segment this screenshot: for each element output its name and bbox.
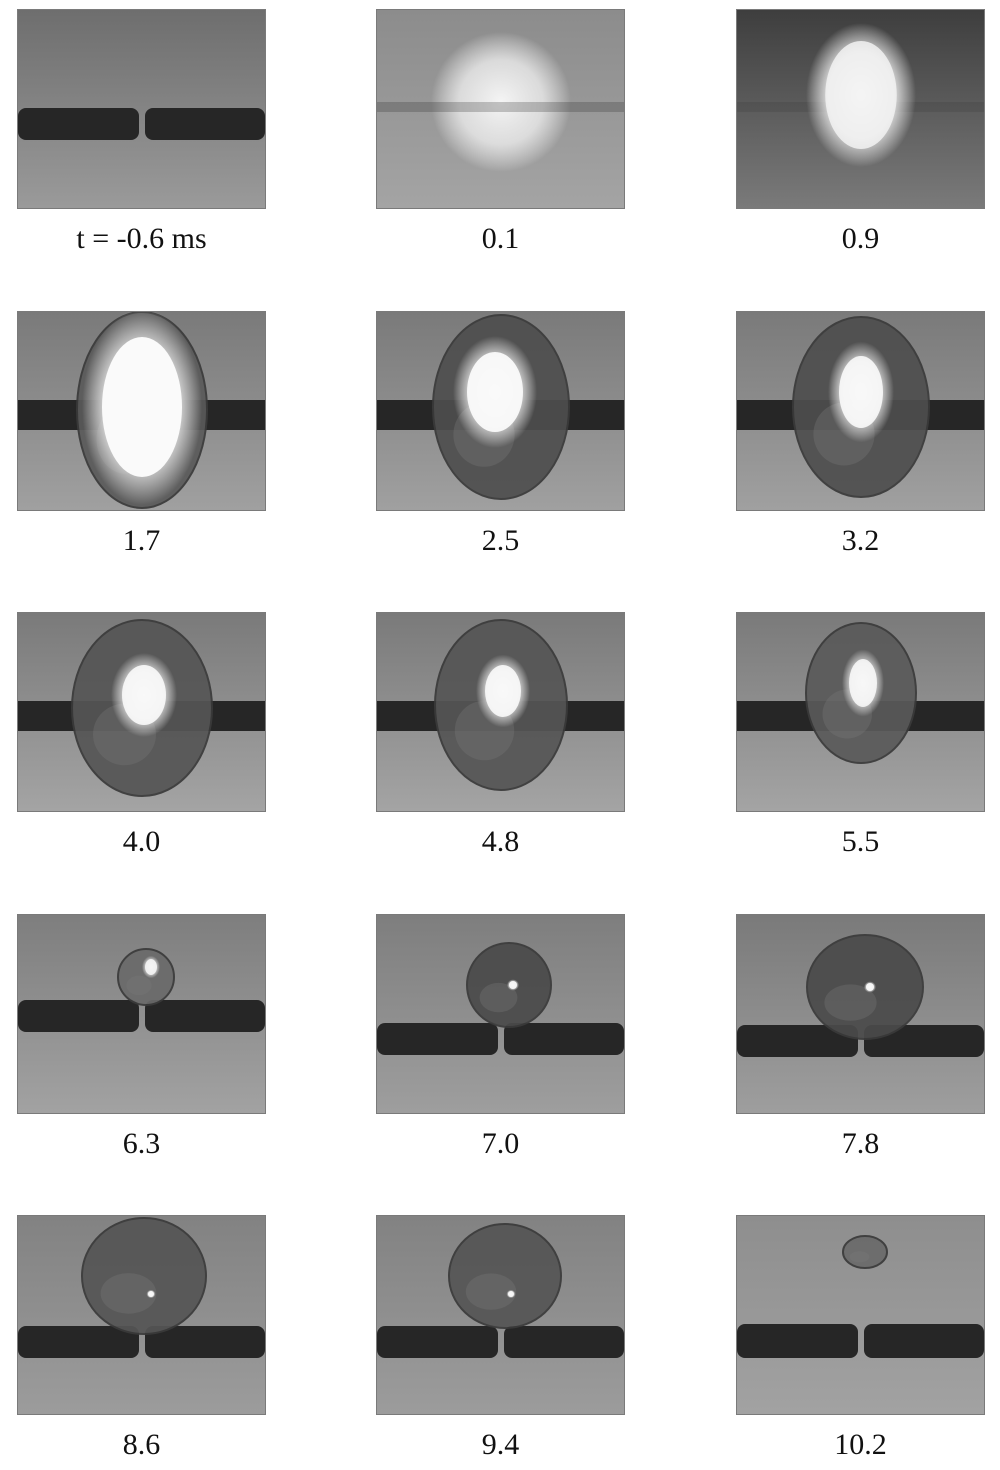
electrode — [377, 102, 624, 112]
bubble — [842, 1235, 888, 1269]
frame-photo — [18, 312, 265, 510]
frame-time-label: 5.5 — [841, 825, 880, 858]
frame-time-label: 6.3 — [122, 1127, 161, 1160]
bubble — [448, 1223, 562, 1329]
frame-time-label: t = -0.6 ms — [76, 222, 207, 255]
frame-time-label: 3.2 — [841, 524, 880, 557]
electrode — [737, 1324, 984, 1358]
frame-time-label: 4.0 — [122, 825, 161, 858]
frame-photo — [18, 10, 265, 208]
frame-photo — [737, 1216, 984, 1414]
frame-time-label: 1.7 — [122, 524, 161, 557]
electrode — [18, 1326, 265, 1358]
frame-photo — [737, 312, 984, 510]
frame-photo — [18, 1216, 265, 1414]
frame-time-label: 4.8 — [481, 825, 520, 858]
frame-photo — [737, 915, 984, 1113]
frame-time-label: 7.0 — [481, 1127, 520, 1160]
frame-photo — [18, 915, 265, 1113]
frame-time-label: 2.5 — [481, 524, 520, 557]
electrode — [377, 1326, 624, 1358]
electrode — [18, 108, 265, 140]
electrode — [18, 1000, 265, 1032]
electrode — [377, 1023, 624, 1055]
frame-time-label: 10.2 — [834, 1428, 887, 1461]
bubble — [117, 948, 175, 1006]
frame-photo — [737, 10, 984, 208]
frame-time-label: 0.1 — [481, 222, 520, 255]
frame-time-label: 8.6 — [122, 1428, 161, 1461]
frame-time-label: 7.8 — [841, 1127, 880, 1160]
bubble — [81, 1217, 207, 1335]
frame-photo — [377, 915, 624, 1113]
frame-photo — [377, 613, 624, 811]
frame-time-label: 0.9 — [841, 222, 880, 255]
frame-photo — [377, 10, 624, 208]
frame-time-label: 9.4 — [481, 1428, 520, 1461]
frame-photo — [737, 613, 984, 811]
frame-photo — [18, 613, 265, 811]
frame-photo — [377, 1216, 624, 1414]
frame-photo — [377, 312, 624, 510]
